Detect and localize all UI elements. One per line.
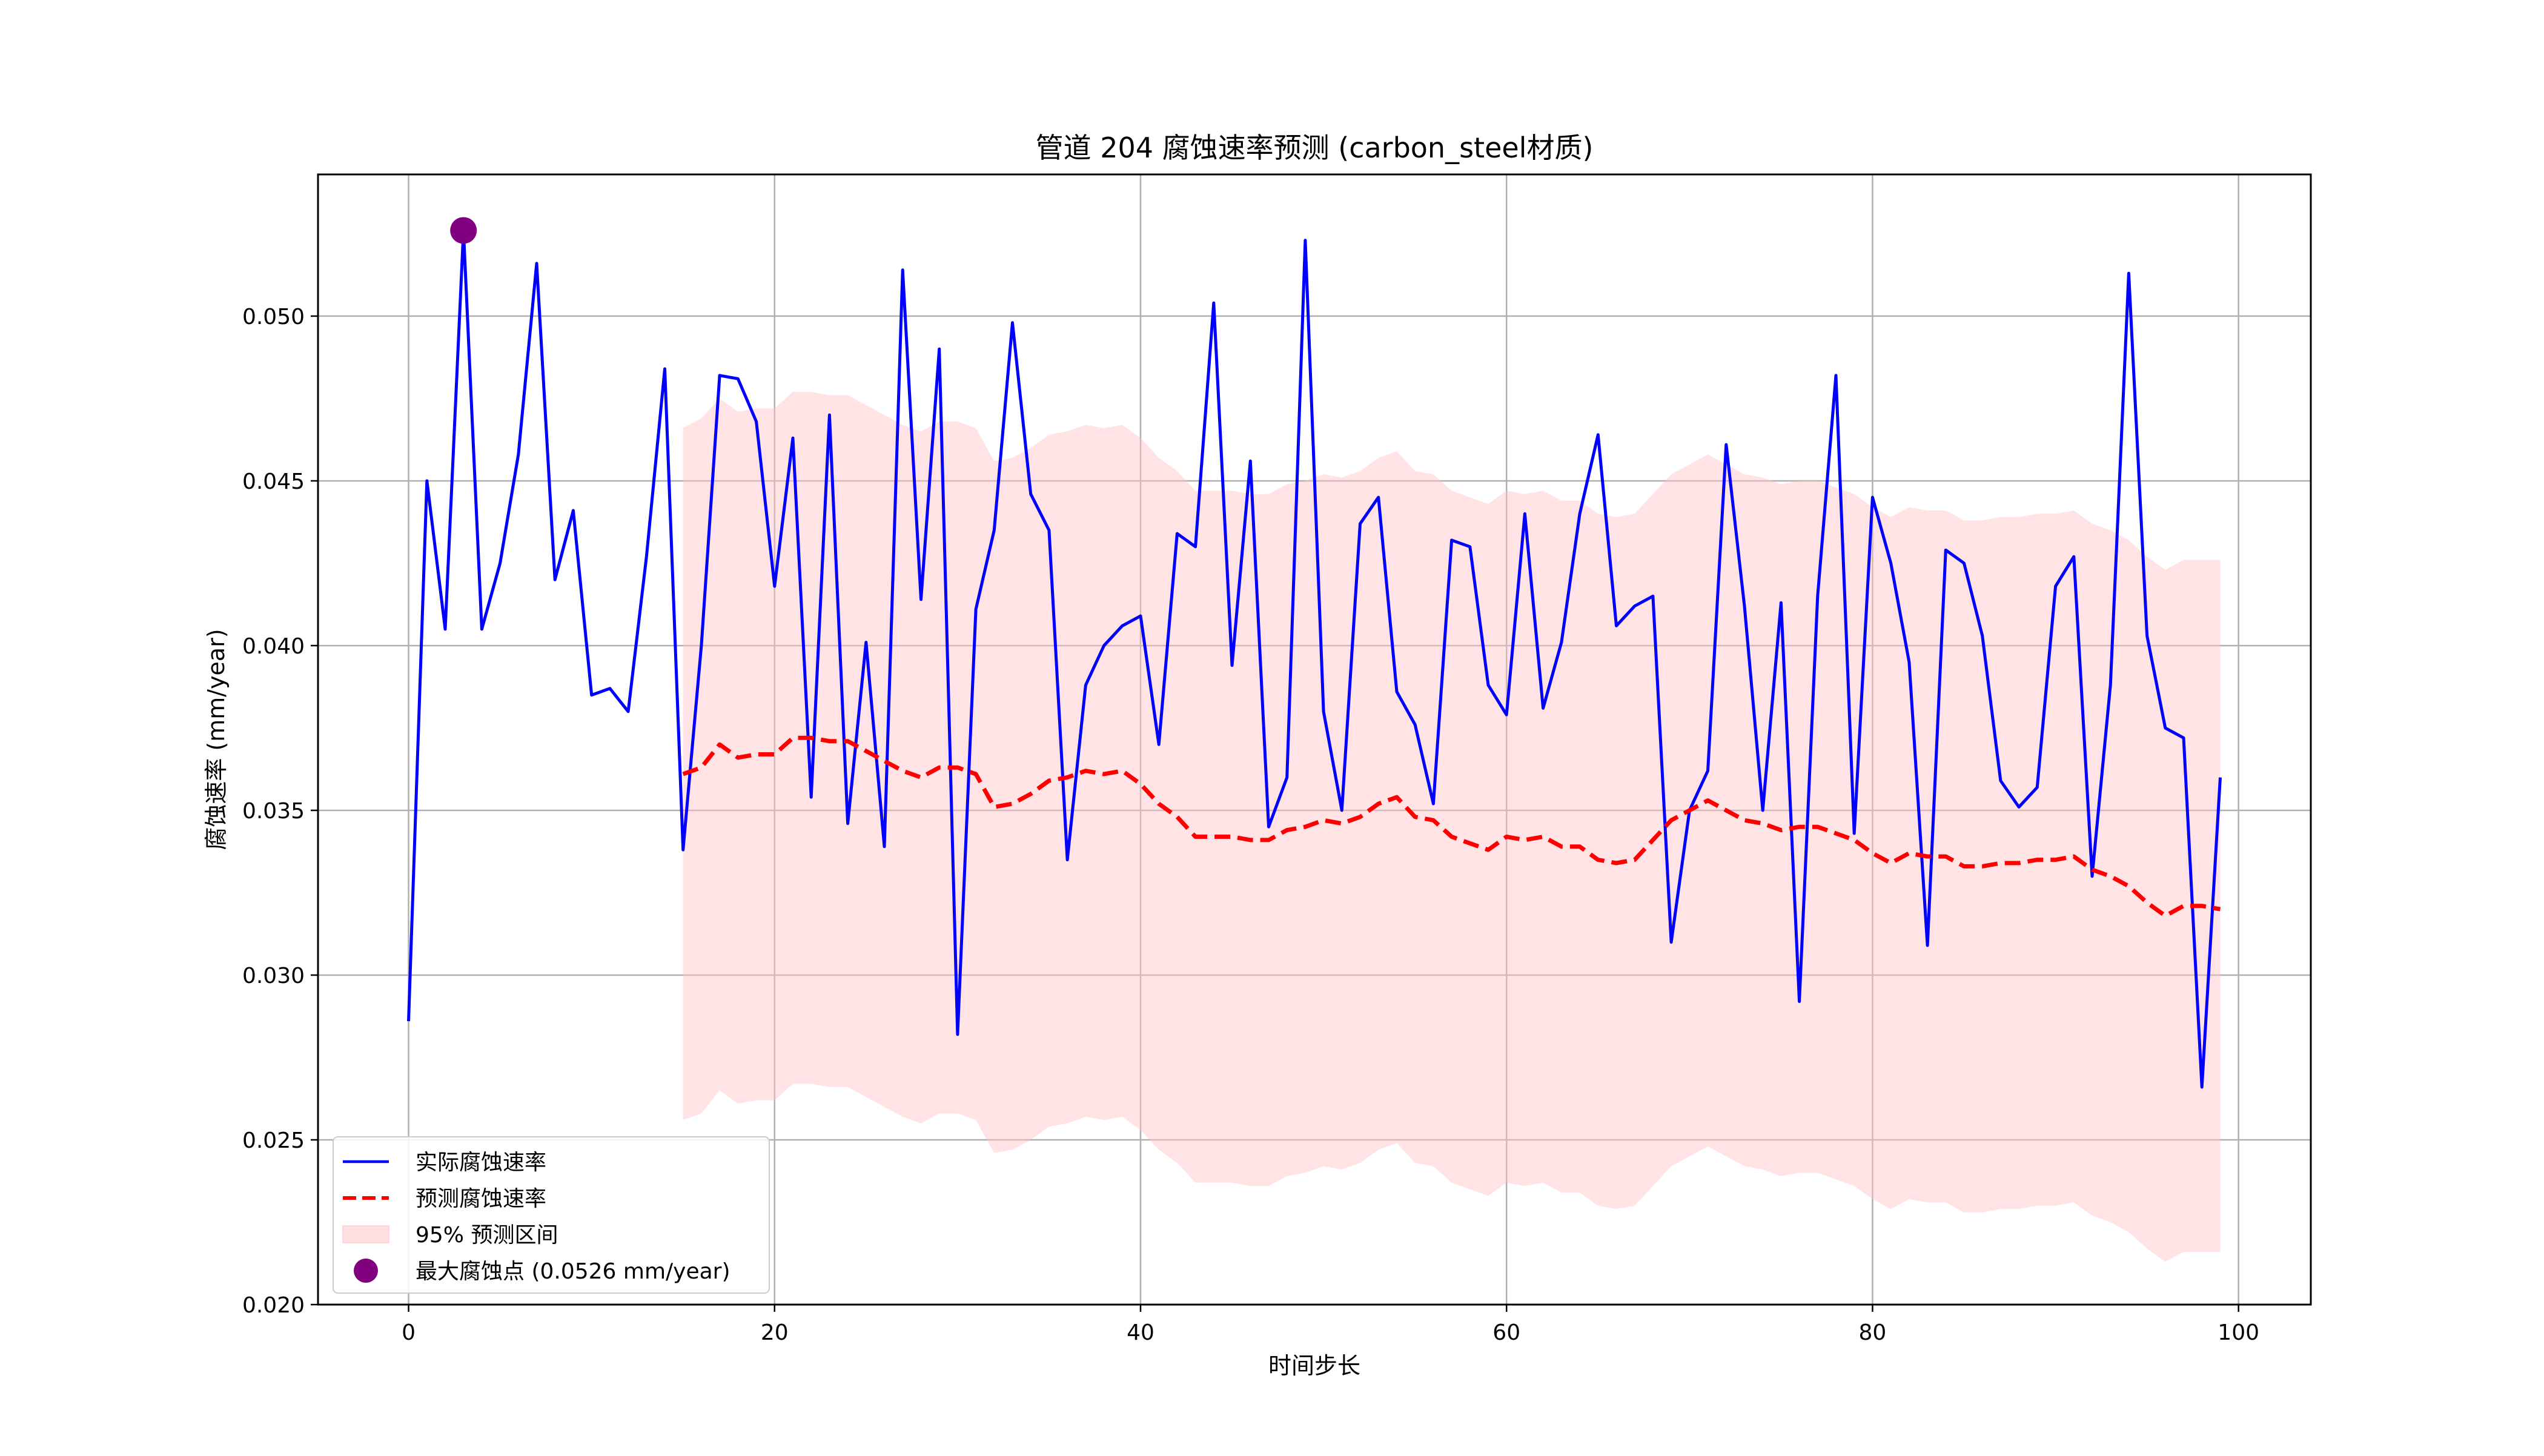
y-tick-label: 0.050: [242, 305, 305, 329]
x-tick-label: 80: [1859, 1320, 1887, 1345]
actual-rate-line: [407, 229, 2222, 1089]
legend-frame: [333, 1136, 770, 1294]
marker-layer: [450, 217, 477, 244]
y-tick-label: 0.030: [242, 964, 305, 988]
legend-predicted-label: 预测腐蚀速率: [416, 1186, 546, 1211]
predicted-rate-line: [682, 735, 2221, 918]
y-tick-label: 0.045: [242, 469, 305, 494]
legend-max-point-swatch: [354, 1259, 378, 1283]
x-tick-label: 20: [761, 1320, 789, 1345]
max-corrosion-point: [450, 217, 477, 244]
x-tick-label: 0: [402, 1320, 416, 1345]
legend-interval-label: 95% 预测区间: [416, 1223, 558, 1248]
legend-actual-label: 实际腐蚀速率: [416, 1150, 546, 1175]
x-tick-label: 100: [2218, 1320, 2259, 1345]
y-tick-label: 0.040: [242, 634, 305, 659]
series-layer: [407, 229, 2222, 1089]
y-tick-label: 0.020: [242, 1293, 305, 1318]
x-axis-label: 时间步长: [1268, 1352, 1360, 1379]
y-tick-label: 0.025: [242, 1128, 305, 1153]
plot-area-frame: [317, 173, 2312, 1306]
y-axis-label: 腐蚀速率 (mm/year): [203, 629, 230, 850]
legend: 实际腐蚀速率 预测腐蚀速率 95% 预测区间 最大腐蚀点 (0.0526 mm/…: [333, 1136, 770, 1294]
prediction-interval-band: [683, 392, 2221, 1262]
y-axis-ticks: 0.020 0.025 0.030 0.035 0.040 0.045 0.050: [242, 305, 318, 1318]
legend-max-point-label: 最大腐蚀点 (0.0526 mm/year): [416, 1259, 730, 1284]
prediction-interval-layer: [683, 392, 2221, 1262]
y-tick-label: 0.035: [242, 799, 305, 824]
x-axis-ticks: 0 20 40 60 80 100: [402, 1305, 2259, 1345]
chart-title: 管道 204 腐蚀速率预测 (carbon_steel材质): [1036, 131, 1594, 164]
x-tick-label: 60: [1492, 1320, 1520, 1345]
legend-interval-swatch: [342, 1225, 389, 1243]
x-tick-label: 40: [1127, 1320, 1154, 1345]
